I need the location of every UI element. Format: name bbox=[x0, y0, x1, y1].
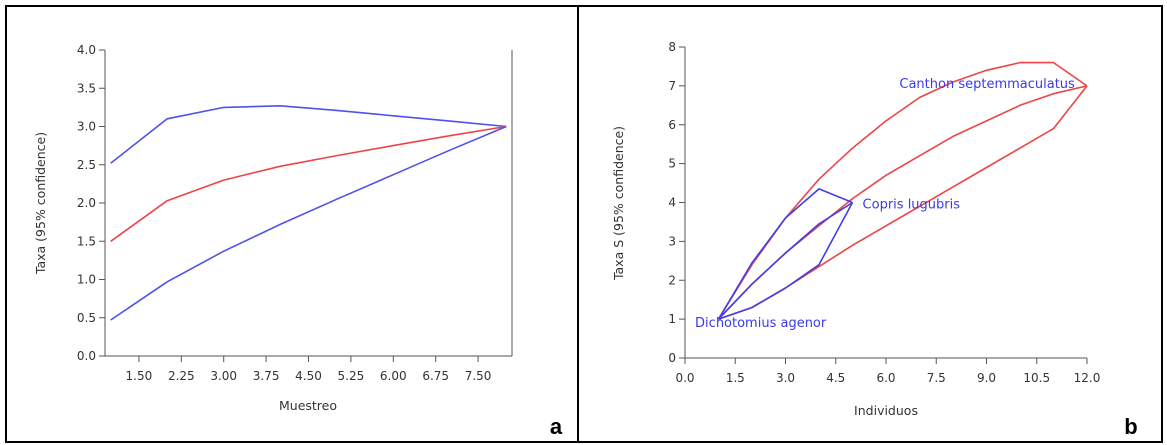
y-tick-label: 7 bbox=[668, 79, 676, 93]
x-axis-title: Individuos bbox=[854, 403, 918, 418]
series-line-6 bbox=[718, 202, 854, 320]
x-tick-label: 5.25 bbox=[338, 369, 365, 383]
annotation-label: Copris lugubris bbox=[863, 197, 961, 212]
chart-b-svg: 0 1 2 3 4 5 6 7 8 0.0 1.5 3.0 4.5 6.0 7.5 9.0 10.5 12.0 In… bbox=[611, 40, 1138, 439]
x-tick-label: 9.0 bbox=[977, 371, 996, 385]
y-tick-label: 2.5 bbox=[77, 158, 96, 172]
x-tick-label: 12.0 bbox=[1074, 371, 1101, 385]
y-tick-label: 1.5 bbox=[77, 234, 96, 248]
x-tick-label: 1.50 bbox=[126, 369, 153, 383]
series-line-5 bbox=[717, 201, 853, 320]
x-tick-label: 6.00 bbox=[380, 369, 407, 383]
y-tick-label: 2.0 bbox=[77, 196, 96, 210]
x-tick-label: 3.00 bbox=[210, 369, 237, 383]
x-tick-label: 3.0 bbox=[776, 371, 795, 385]
y-tick-label: 0.0 bbox=[77, 349, 96, 363]
y-tick-label: 5 bbox=[668, 157, 676, 171]
annotation-label: Canthon septemmaculatus bbox=[899, 77, 1075, 92]
panel-letter: a bbox=[550, 414, 563, 439]
y-tick-label: 8 bbox=[668, 40, 676, 54]
x-tick-label: 4.50 bbox=[295, 369, 322, 383]
x-tick-label: 4.5 bbox=[826, 371, 845, 385]
y-tick-label: 3.5 bbox=[77, 81, 96, 95]
series-line-1 bbox=[110, 105, 507, 164]
annotation-label: Dichotomius agenor bbox=[695, 316, 827, 331]
x-tick-label: 7.50 bbox=[465, 369, 492, 383]
y-tick-label: 1 bbox=[668, 312, 676, 326]
x-tick-label: 6.75 bbox=[422, 369, 449, 383]
y-axis-title: Taxa S (95% confidence) bbox=[611, 126, 626, 281]
panel-b: 0 1 2 3 4 5 6 7 8 0.0 1.5 3.0 4.5 6.0 7.5 9.0 10.5 12.0 In… bbox=[577, 5, 1163, 443]
panel-letter: b bbox=[1124, 414, 1137, 439]
y-tick-label: 3 bbox=[668, 234, 676, 248]
panel-a: 0.0 0.5 1.0 1.5 2.0 2.5 3.0 3.5 4.0 1.50 2.25 3.00 3… bbox=[5, 5, 579, 443]
y-tick-label: 1.0 bbox=[77, 273, 96, 287]
y-tick-label: 2 bbox=[668, 273, 676, 287]
y-tick-label: 6 bbox=[668, 118, 676, 132]
y-tick-label: 4.0 bbox=[77, 43, 96, 57]
y-tick-label: 4 bbox=[668, 196, 676, 210]
series-line-4 bbox=[717, 188, 853, 320]
x-tick-label: 10.5 bbox=[1023, 371, 1050, 385]
y-axis-title: Taxa (95% confidence) bbox=[33, 132, 48, 275]
x-tick-label: 1.5 bbox=[726, 371, 745, 385]
chart-a-svg: 0.0 0.5 1.0 1.5 2.0 2.5 3.0 3.5 4.0 1.50 2.25 3.00 3… bbox=[33, 43, 563, 439]
series-line-3 bbox=[110, 125, 507, 321]
y-tick-label: 0.5 bbox=[77, 311, 96, 325]
y-tick-label: 0 bbox=[668, 351, 676, 365]
x-tick-label: 2.25 bbox=[168, 369, 195, 383]
x-tick-label: 0.0 bbox=[675, 371, 694, 385]
x-tick-label: 6.0 bbox=[876, 371, 895, 385]
series-line-2 bbox=[110, 125, 507, 242]
x-axis-title: Muestreo bbox=[279, 398, 337, 413]
x-tick-label: 3.75 bbox=[253, 369, 280, 383]
x-tick-label: 7.5 bbox=[927, 371, 946, 385]
y-tick-label: 3.0 bbox=[77, 120, 96, 134]
